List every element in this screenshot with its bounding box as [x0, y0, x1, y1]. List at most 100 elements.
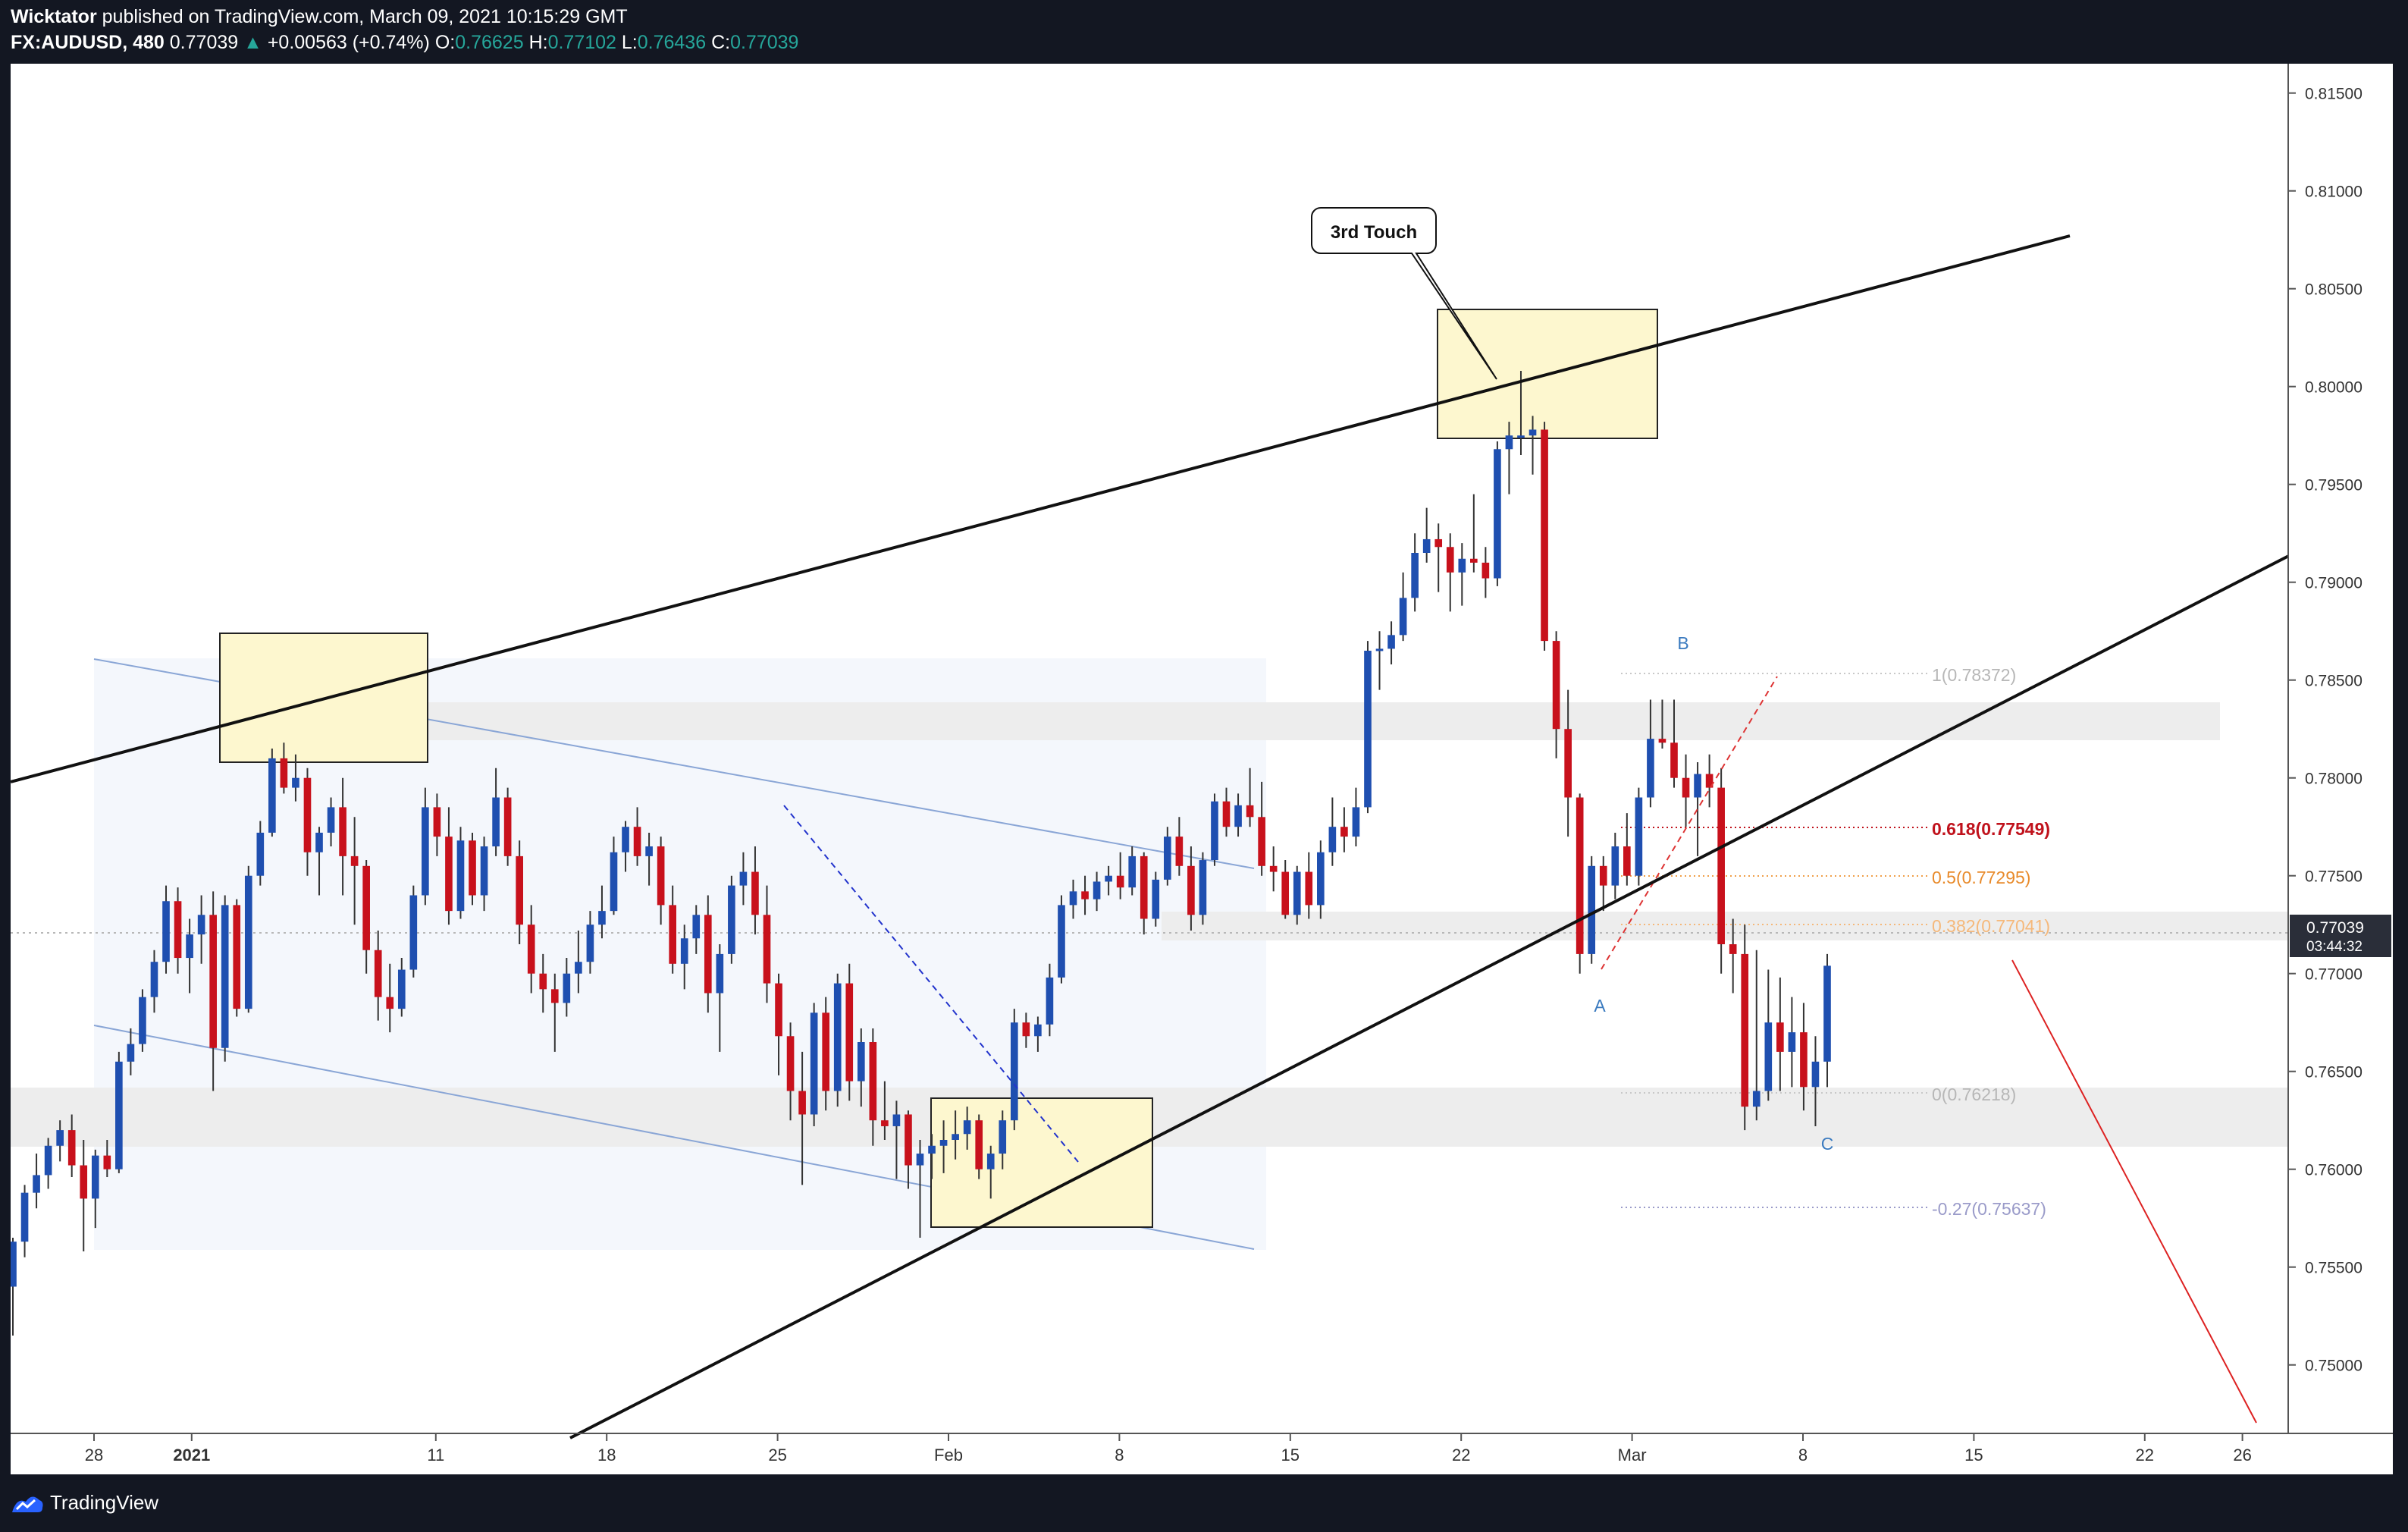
candle-body	[1352, 807, 1360, 837]
candle	[575, 930, 582, 994]
candle	[527, 905, 535, 994]
tradingview-logo-icon	[12, 1496, 43, 1512]
candle	[1682, 754, 1690, 827]
publish-title: Wicktator published on TradingView.com, …	[11, 6, 628, 28]
candle	[1564, 689, 1572, 837]
candle-body	[739, 871, 748, 886]
low-label: L:	[621, 32, 638, 53]
price-tick-label: 0.81000	[2305, 184, 2363, 201]
candle-body	[1281, 871, 1290, 915]
projection-line	[2011, 959, 2257, 1424]
candle-body	[1588, 865, 1596, 954]
candle	[786, 1022, 795, 1121]
candle-body	[469, 840, 476, 896]
candle	[1199, 852, 1207, 925]
candle	[1317, 840, 1325, 919]
time-tick-label: 15	[1281, 1446, 1300, 1465]
time-tick-label: 2021	[173, 1446, 210, 1465]
price-tick-label: 0.76500	[2305, 1064, 2363, 1082]
candle-body	[1776, 1022, 1784, 1052]
candle	[881, 1081, 889, 1140]
candle	[1281, 860, 1290, 919]
candle	[1788, 997, 1796, 1088]
change-text: +0.00563 (+0.74%)	[267, 32, 430, 53]
candle-body	[1058, 905, 1065, 978]
candle-body	[833, 983, 842, 1091]
chart-area[interactable]: 1(0.78372) 0.618(0.77549) 0.5(0.77295) 0…	[9, 64, 2393, 1474]
candle	[610, 837, 618, 915]
candle	[586, 911, 594, 974]
candle-body	[1293, 871, 1301, 915]
candle	[1034, 1016, 1042, 1052]
candle-body	[550, 989, 559, 1003]
candle	[456, 827, 465, 919]
candle	[1293, 865, 1301, 925]
candle-body	[244, 875, 252, 1009]
time-axis[interactable]: 28 2021 11 18 25 Feb 8 15 22 Mar 8 15 22 26	[85, 1433, 2252, 1465]
candle	[1046, 963, 1054, 1037]
candle-body	[645, 846, 653, 856]
candle	[905, 1110, 912, 1189]
candle	[1658, 699, 1666, 749]
candle	[1222, 787, 1231, 837]
time-tick-label: 25	[768, 1446, 786, 1465]
callout-text: 3rd Touch	[1331, 222, 1417, 243]
touch-zone-bottom	[930, 1097, 1153, 1228]
candle-body	[433, 807, 441, 837]
candle-body	[1246, 805, 1254, 818]
candle-body	[1729, 944, 1737, 954]
symbol-name: FX:AUDUSD, 480	[11, 32, 165, 53]
candle-body	[1470, 558, 1478, 563]
candle-body	[1317, 852, 1325, 906]
candle	[1375, 631, 1384, 690]
candle-body	[103, 1155, 111, 1169]
candle-body	[1505, 435, 1513, 450]
candle-body	[280, 758, 288, 788]
candle-body	[622, 827, 629, 852]
candle-body	[303, 777, 312, 852]
candle-body	[256, 832, 265, 876]
fib-levels: 1(0.78372) 0.618(0.77549) 0.5(0.77295) 0…	[1621, 665, 2050, 1219]
candle	[244, 865, 252, 1013]
candle	[350, 817, 359, 925]
candle-body	[409, 895, 418, 970]
candle-body	[1175, 837, 1184, 866]
candle-body	[127, 1044, 135, 1062]
candle	[1517, 371, 1525, 455]
candle-body	[1481, 562, 1490, 579]
candle-body	[975, 1120, 983, 1169]
candle	[268, 749, 276, 837]
candle	[397, 958, 406, 1017]
candle	[550, 973, 559, 1052]
candle-body	[928, 1145, 936, 1154]
candle-body	[268, 758, 276, 833]
candle	[763, 885, 771, 1003]
price-axis[interactable]: 0.75000 0.75500 0.76000 0.76500 0.77000 0.775…	[2288, 86, 2363, 1375]
candle	[480, 837, 488, 912]
candle	[1717, 768, 1725, 974]
candle	[315, 827, 323, 896]
candle-body	[1647, 739, 1654, 798]
candle	[645, 832, 653, 886]
candle-body	[775, 983, 782, 1037]
fib-label-0618: 0.618(0.77549)	[1932, 819, 2050, 839]
candle-body	[1187, 865, 1195, 915]
candle-body	[1764, 1022, 1773, 1091]
candle-body	[80, 1165, 88, 1199]
countdown-label: 03:44:32	[2306, 939, 2363, 955]
candle-body	[986, 1154, 995, 1169]
candle-body	[1305, 871, 1313, 906]
chart-svg[interactable]: 1(0.78372) 0.618(0.77549) 0.5(0.77295) 0…	[9, 64, 2393, 1474]
candle-body	[1128, 855, 1137, 888]
candle-body	[952, 1134, 959, 1140]
candle	[1752, 950, 1761, 1121]
candle-body	[798, 1091, 806, 1115]
candle	[1446, 533, 1454, 612]
candle-body	[516, 855, 523, 925]
footer-brand: TradingView	[50, 1491, 159, 1514]
candle	[1211, 793, 1218, 866]
candle	[892, 1100, 901, 1179]
candle-body	[1611, 846, 1619, 886]
last-price-label: 0.77039	[2306, 919, 2364, 937]
candle-body	[716, 953, 724, 994]
